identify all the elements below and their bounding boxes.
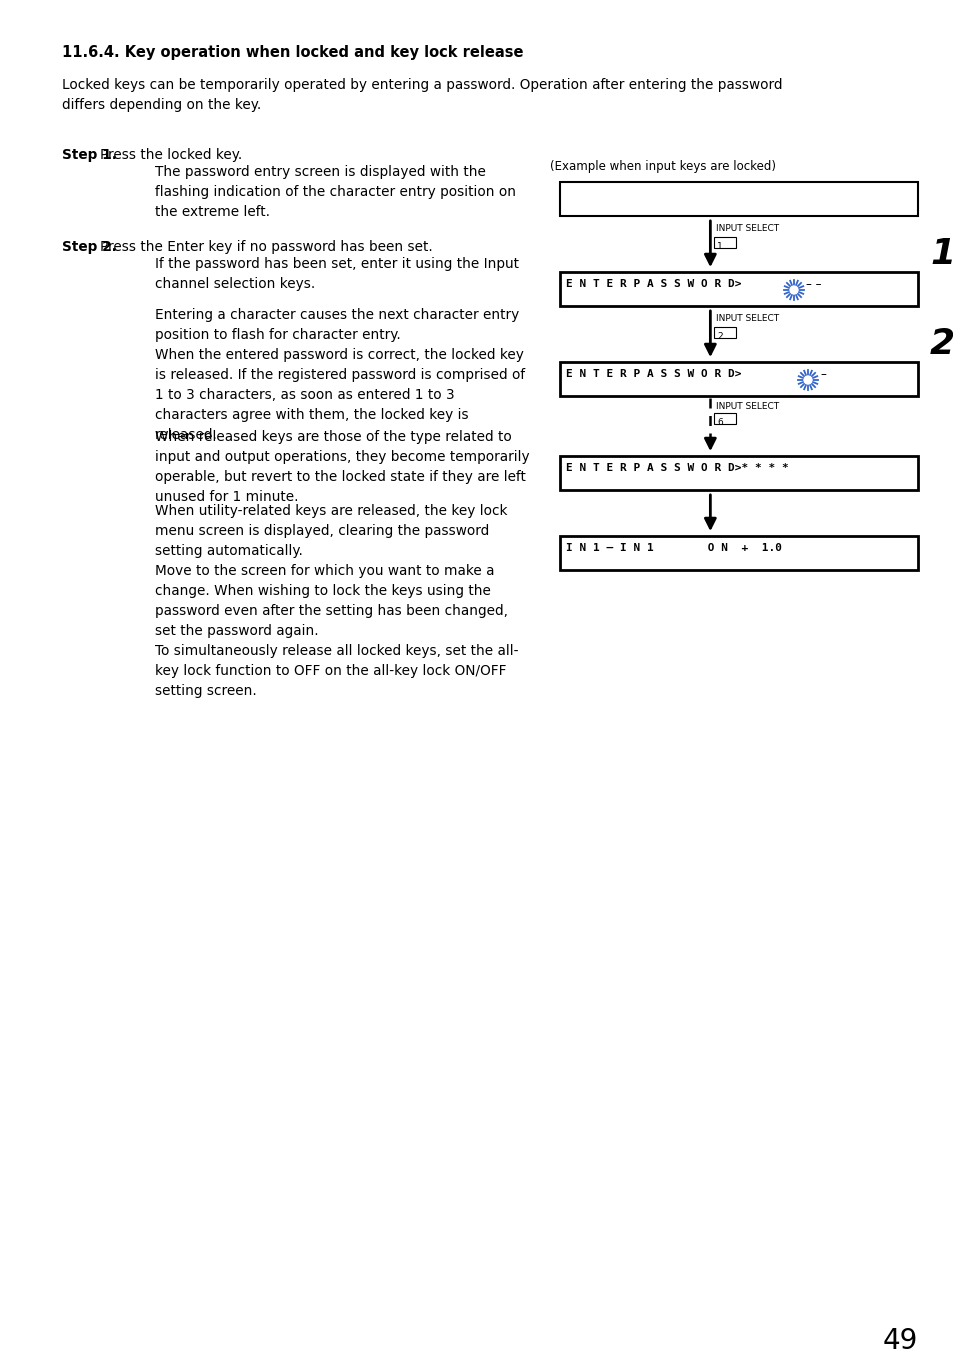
- Text: 2: 2: [717, 332, 722, 340]
- Text: I N 1 – I N 1        O N  +  1.0: I N 1 – I N 1 O N + 1.0: [565, 543, 781, 553]
- Bar: [714, 413, 736, 424]
- Bar: [559, 182, 917, 216]
- Bar: [714, 327, 736, 338]
- Text: When utility-related keys are released, the key lock
menu screen is displayed, c: When utility-related keys are released, …: [154, 504, 518, 698]
- Text: Entering a character causes the next character entry
position to flash for chara: Entering a character causes the next cha…: [154, 308, 524, 442]
- Bar: [559, 457, 917, 490]
- Text: The password entry screen is displayed with the
flashing indication of the chara: The password entry screen is displayed w…: [154, 165, 516, 219]
- Text: (Example when input keys are locked): (Example when input keys are locked): [550, 159, 775, 173]
- Bar: [714, 236, 736, 249]
- Text: 1: 1: [929, 236, 953, 272]
- Text: E N T E R P A S S W O R D>* * * *: E N T E R P A S S W O R D>* * * *: [565, 463, 788, 473]
- Bar: [559, 272, 917, 305]
- Text: E N T E R P A S S W O R D>: E N T E R P A S S W O R D>: [565, 280, 740, 289]
- Text: –: –: [820, 367, 825, 381]
- Text: Step 1.: Step 1.: [62, 149, 117, 162]
- Text: INPUT SELECT: INPUT SELECT: [716, 224, 779, 232]
- Bar: [559, 362, 917, 396]
- Text: Press the Enter key if no password has been set.: Press the Enter key if no password has b…: [100, 240, 433, 254]
- Text: INPUT SELECT: INPUT SELECT: [716, 313, 779, 323]
- Text: Press the locked key.: Press the locked key.: [100, 149, 242, 162]
- Text: Step 2.: Step 2.: [62, 240, 116, 254]
- Text: Locked keys can be temporarily operated by entering a password. Operation after : Locked keys can be temporarily operated …: [62, 78, 781, 112]
- Text: 2: 2: [929, 327, 953, 361]
- Text: 11.6.4. Key operation when locked and key lock release: 11.6.4. Key operation when locked and ke…: [62, 45, 523, 59]
- Text: When released keys are those of the type related to
input and output operations,: When released keys are those of the type…: [154, 430, 529, 504]
- Text: INPUT SELECT: INPUT SELECT: [716, 403, 779, 411]
- Text: 49: 49: [882, 1327, 917, 1351]
- Text: 1: 1: [717, 242, 722, 251]
- Circle shape: [789, 286, 797, 295]
- Text: E N T E R P A S S W O R D>: E N T E R P A S S W O R D>: [565, 369, 740, 380]
- Text: If the password has been set, enter it using the Input
channel selection keys.: If the password has been set, enter it u…: [154, 257, 518, 290]
- Text: – –: – –: [805, 278, 821, 290]
- Text: 6: 6: [717, 417, 722, 427]
- Circle shape: [803, 376, 811, 384]
- Bar: [559, 536, 917, 570]
